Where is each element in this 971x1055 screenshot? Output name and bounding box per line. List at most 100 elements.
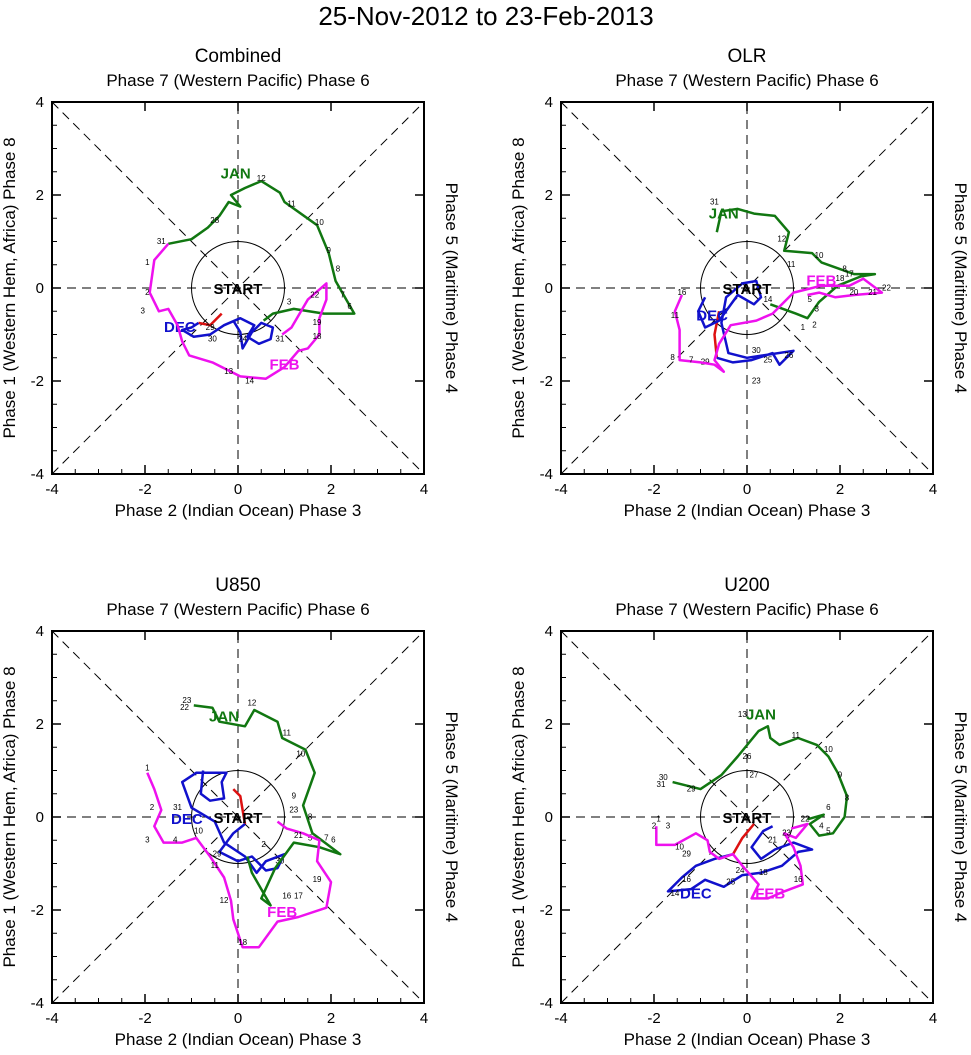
y-tick-label: -4 <box>540 466 553 483</box>
day-label: 11 <box>283 729 292 738</box>
panel-olr: OLR Phase 7 (Western Pacific) Phase 6 Phas… <box>509 46 970 520</box>
x-tick-label: 0 <box>743 1010 751 1027</box>
day-label: 20 <box>849 288 858 297</box>
month-label-jan: JAN <box>709 205 739 222</box>
day-label: 7 <box>340 290 345 299</box>
series-line-nov <box>731 823 755 855</box>
day-label: 14 <box>245 376 254 385</box>
unit-circle <box>191 770 285 864</box>
x-tick-label: -2 <box>647 481 660 498</box>
series-line-feb <box>673 277 884 373</box>
y-tick-label: -4 <box>31 995 44 1012</box>
x-tick-label: 2 <box>327 1010 335 1027</box>
day-label: 8 <box>336 265 341 274</box>
day-label: 23 <box>782 829 791 838</box>
day-label: 11 <box>211 861 220 870</box>
y-tick-label: 0 <box>36 280 44 297</box>
day-label: 31 <box>157 237 166 246</box>
day-label: 2 <box>652 822 657 831</box>
day-label: 16 <box>794 875 803 884</box>
day-label: 1 <box>145 764 150 773</box>
month-label-feb: FEB <box>755 885 785 902</box>
day-label: 12 <box>247 698 256 707</box>
panel-combined: Combined Phase 7 (Western Pacific) Phase … <box>0 46 461 520</box>
day-label: 12 <box>777 235 786 244</box>
right-axis-label: Phase 5 (Maritime) Phase 4 <box>442 712 461 923</box>
day-label: 17 <box>294 891 303 900</box>
panel-title: U850 <box>215 575 260 596</box>
day-label: 23 <box>752 376 761 385</box>
day-label: 12 <box>220 896 229 905</box>
y-tick-label: -4 <box>540 995 553 1012</box>
x-tick-label: -4 <box>554 481 567 498</box>
series-line-feb <box>146 772 333 949</box>
day-label: 19 <box>313 318 322 327</box>
x-tick-label: -2 <box>647 1010 660 1027</box>
panel-u850: U850 Phase 7 (Western Pacific) Phase 6 Pha… <box>0 575 461 1049</box>
panel-title: Combined <box>195 46 282 67</box>
day-label: 2 <box>145 288 150 297</box>
day-label: 7 <box>689 355 694 364</box>
day-label: 12 <box>257 174 266 183</box>
y-tick-label: 4 <box>36 94 44 111</box>
day-label: 4 <box>173 836 178 845</box>
y-tick-label: 4 <box>36 623 44 640</box>
month-label-feb: FEB <box>806 273 836 290</box>
day-label: 10 <box>194 826 203 835</box>
day-label: 21 <box>768 836 777 845</box>
month-label-dec: DEC <box>171 811 203 828</box>
day-label: 11 <box>792 731 801 740</box>
y-tick-label: -2 <box>540 902 553 919</box>
panels: Combined Phase 7 (Western Pacific) Phase … <box>0 46 970 1049</box>
day-label: 25 <box>726 877 735 886</box>
month-label-dec: DEC <box>680 885 712 902</box>
day-label: 24 <box>238 334 247 343</box>
day-label: 9 <box>326 246 331 255</box>
panel-u200: U200 Phase 7 (Western Pacific) Phase 6 Pha… <box>509 575 970 1049</box>
y-tick-label: -4 <box>31 466 44 483</box>
left-axis-label: Phase 1 (Western Hem, Africa) Phase 8 <box>0 137 19 438</box>
bottom-axis-label: Phase 2 (Indian Ocean) Phase 3 <box>115 1030 362 1049</box>
series-line-jan <box>168 179 356 322</box>
bottom-axis-label: Phase 2 (Indian Ocean) Phase 3 <box>115 501 362 520</box>
bottom-axis-label: Phase 2 (Indian Ocean) Phase 3 <box>624 1030 871 1049</box>
x-tick-label: 4 <box>420 481 428 498</box>
series-line-jan <box>672 725 849 837</box>
x-tick-label: 4 <box>929 481 937 498</box>
series-line-nov <box>198 312 223 327</box>
day-label: 11 <box>287 200 296 209</box>
diagonal-guide <box>560 101 934 475</box>
unit-circle <box>700 241 794 335</box>
day-label: 8 <box>670 353 675 362</box>
day-label: 8 <box>308 812 313 821</box>
y-tick-label: -2 <box>540 373 553 390</box>
x-tick-label: 4 <box>420 1010 428 1027</box>
diagonal-guide <box>560 630 934 1004</box>
y-tick-label: -2 <box>31 373 44 390</box>
day-label: 16 <box>682 875 691 884</box>
start-label: START <box>214 281 263 298</box>
series-line-feb <box>655 822 809 900</box>
day-label: 9 <box>838 770 843 779</box>
day-label: 30 <box>659 773 668 782</box>
day-label: 11 <box>787 260 796 269</box>
y-tick-label: 0 <box>36 809 44 826</box>
x-tick-label: 0 <box>234 481 242 498</box>
day-label: 28 <box>210 216 219 225</box>
day-label: 3 <box>666 822 671 831</box>
day-label: 19 <box>313 875 322 884</box>
right-axis-label: Phase 5 (Maritime) Phase 4 <box>442 183 461 394</box>
day-label: 30 <box>752 346 761 355</box>
y-tick-label: 2 <box>36 716 44 733</box>
day-label: 29 <box>206 323 215 332</box>
top-axis-label: Phase 7 (Western Pacific) Phase 6 <box>615 600 878 619</box>
day-label: 1 <box>801 323 806 332</box>
day-label: 21 <box>294 831 303 840</box>
right-axis-label: Phase 5 (Maritime) Phase 4 <box>951 712 970 923</box>
day-label: 11 <box>671 311 680 320</box>
day-label: 26 <box>784 351 793 360</box>
day-label: 31 <box>657 780 666 789</box>
left-axis-label: Phase 1 (Western Hem, Africa) Phase 8 <box>509 666 528 967</box>
day-label: 2 <box>261 840 266 849</box>
x-tick-label: 0 <box>234 1010 242 1027</box>
